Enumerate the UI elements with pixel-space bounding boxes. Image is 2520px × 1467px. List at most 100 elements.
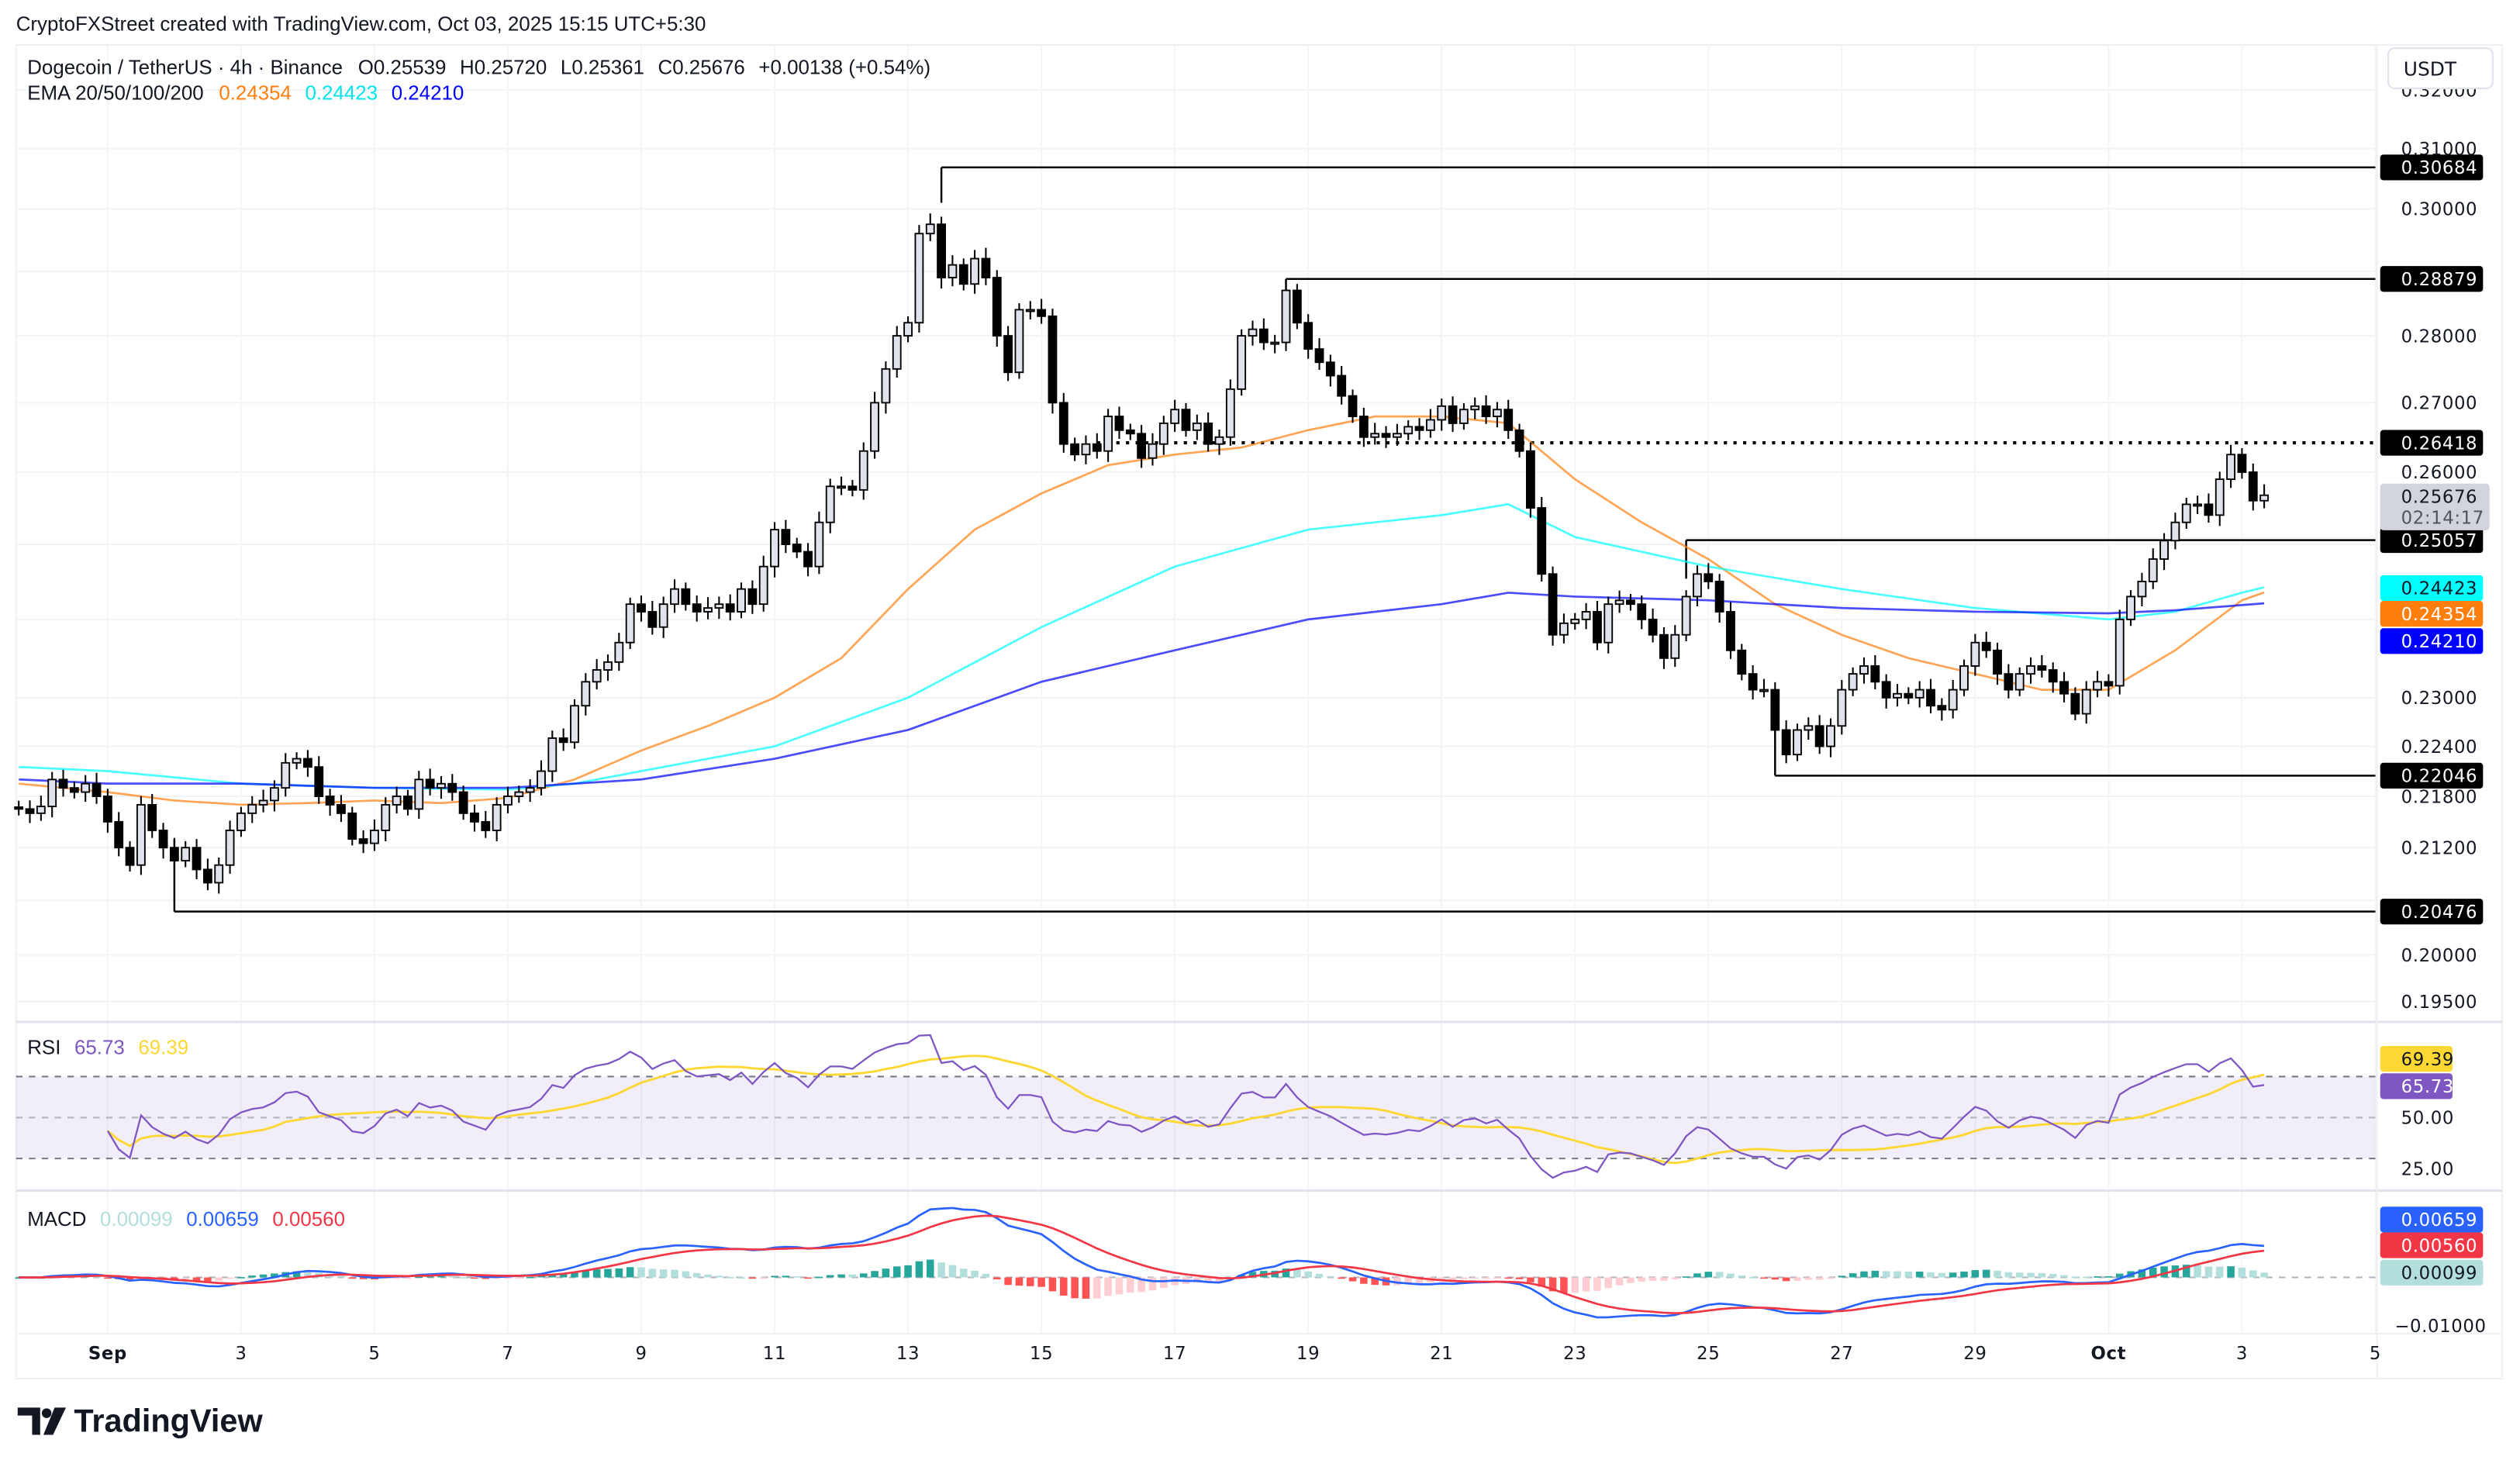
macd-histogram-bar bbox=[2238, 1267, 2246, 1278]
candle-body bbox=[1225, 388, 1235, 438]
candle-body bbox=[1348, 395, 1358, 417]
candle-bullish bbox=[837, 476, 846, 495]
ohlc-open-key: O bbox=[358, 57, 374, 78]
macd-histogram-bar bbox=[537, 1275, 545, 1278]
candle-body bbox=[1058, 402, 1068, 445]
macd-histogram-bar bbox=[526, 1276, 534, 1279]
time-tick-label: 19 bbox=[1296, 1344, 1320, 1364]
price-axis[interactable]: 0.320000.310000.300000.280000.270000.260… bbox=[2401, 81, 2478, 1013]
candle-body bbox=[214, 864, 224, 884]
currency-button[interactable]: USDT bbox=[2387, 47, 2494, 90]
ohlc-high: 0.25720 bbox=[475, 57, 547, 78]
candle-body bbox=[858, 450, 868, 491]
candle-bullish bbox=[225, 820, 235, 874]
ema-blue-badge: 0.24210 bbox=[2380, 628, 2484, 654]
ema-legend[interactable]: EMA 20/50/100/200 0.24354 0.24423 0.2421… bbox=[27, 82, 464, 104]
macd-histogram-bar bbox=[471, 1277, 478, 1279]
candle-bullish bbox=[2259, 484, 2270, 509]
candle-body bbox=[1070, 443, 1080, 456]
tradingview-logo[interactable]: TradingView bbox=[17, 1402, 264, 1438]
macd-histogram-bar bbox=[492, 1277, 501, 1279]
rsi-ma-badge-bg bbox=[2380, 1046, 2453, 1072]
macd-histogram-bar bbox=[1849, 1273, 1857, 1278]
macd-histogram-bar bbox=[426, 1275, 434, 1278]
candle-body bbox=[803, 551, 813, 568]
candle-body bbox=[370, 830, 379, 844]
candle-bullish bbox=[914, 225, 924, 333]
candle-body bbox=[58, 778, 68, 789]
macd-histogram-bar bbox=[892, 1266, 901, 1278]
candle-bearish bbox=[1537, 497, 1547, 582]
candle-bearish bbox=[1381, 426, 1391, 448]
time-tick-label: 7 bbox=[502, 1344, 513, 1364]
candle-body bbox=[1993, 649, 2002, 675]
macd-histogram-bar bbox=[1448, 1277, 1457, 1281]
symbol-name[interactable]: Dogecoin / TetherUS · 4h · Binance bbox=[27, 57, 343, 78]
candle-body bbox=[814, 521, 824, 568]
macd-histogram-bar bbox=[1538, 1277, 1546, 1287]
macd-histogram-bar bbox=[782, 1275, 790, 1278]
macd-histogram-bar bbox=[404, 1277, 412, 1279]
candle-body bbox=[147, 803, 157, 831]
candle-bearish bbox=[558, 728, 568, 751]
macd-hist-value: 0.00099 bbox=[100, 1209, 173, 1231]
candle-body bbox=[381, 803, 391, 831]
candle-body bbox=[1626, 599, 1635, 606]
macd-histogram-bar bbox=[1715, 1272, 1724, 1278]
candle-bearish bbox=[1258, 318, 1269, 350]
candle-bearish bbox=[1770, 682, 1780, 741]
level-badge-text: 0.20476 bbox=[2401, 903, 2478, 923]
candle-bullish bbox=[770, 522, 779, 578]
macd-histogram-bar bbox=[1727, 1273, 1735, 1278]
macd-histogram-bar bbox=[2060, 1275, 2068, 1278]
candle-body bbox=[69, 787, 79, 793]
currency-label: USDT bbox=[2404, 57, 2457, 80]
rsi-legend[interactable]: RSI 65.73 69.39 bbox=[27, 1037, 188, 1058]
candle-body bbox=[1148, 443, 1158, 459]
candle-bearish bbox=[2237, 447, 2247, 479]
candle-bullish bbox=[1014, 303, 1024, 379]
candle-body bbox=[1726, 611, 1735, 651]
candle-bearish bbox=[1358, 407, 1369, 447]
candle-body bbox=[948, 264, 958, 278]
macd-histogram-bar bbox=[1593, 1277, 1601, 1291]
candle-bullish bbox=[714, 596, 724, 620]
candle-body bbox=[1092, 443, 1102, 452]
macd-histogram-bar bbox=[192, 1277, 201, 1281]
candle-bearish bbox=[14, 800, 24, 816]
candle-bearish bbox=[792, 537, 802, 558]
macd-legend[interactable]: MACD 0.00099 0.00659 0.00560 bbox=[27, 1209, 345, 1231]
candle-body bbox=[1614, 599, 1624, 606]
macd-histogram-bar bbox=[1760, 1277, 1768, 1279]
macd-histogram-bar bbox=[292, 1271, 301, 1278]
level-badge-bg bbox=[2380, 266, 2484, 292]
candle-body bbox=[1637, 603, 1647, 620]
candle-body bbox=[1837, 689, 1847, 727]
macd-histogram-bar bbox=[1215, 1277, 1224, 1282]
level-badge-bg bbox=[2380, 762, 2484, 789]
candle-bullish bbox=[1237, 329, 1247, 396]
macd-histogram-bar bbox=[1048, 1277, 1057, 1292]
candle-bearish bbox=[1937, 698, 1947, 721]
candle-bullish bbox=[703, 597, 713, 620]
candle-body bbox=[1970, 641, 1980, 667]
candle-body bbox=[1648, 618, 1658, 636]
candle-bullish bbox=[1837, 680, 1847, 735]
macd-histogram-bar bbox=[1471, 1277, 1479, 1279]
macd-histogram-bar bbox=[548, 1274, 557, 1278]
candle-body bbox=[1781, 729, 1791, 756]
candle-body bbox=[2093, 681, 2102, 691]
macd-histogram-bar bbox=[948, 1265, 957, 1278]
macd-histogram-bar bbox=[671, 1269, 678, 1278]
macd-histogram-bar bbox=[871, 1271, 879, 1278]
candle-body bbox=[1192, 422, 1202, 431]
macd-histogram-bar bbox=[448, 1275, 457, 1278]
macd-histogram-bar bbox=[1738, 1275, 1746, 1278]
ema-cyan-badge-bg bbox=[2380, 575, 2484, 602]
candle-bearish bbox=[1814, 715, 1824, 754]
candle-body bbox=[1325, 361, 1335, 377]
candle-bullish bbox=[1492, 402, 1502, 428]
macd-histogram-bar bbox=[1127, 1277, 1134, 1293]
time-tick-label: 13 bbox=[896, 1344, 920, 1364]
time-axis[interactable]: Sep 3 5 7 9 11 13 15 17 19 21 23 25 27 29 Oct 3 5 bbox=[88, 1344, 2381, 1364]
